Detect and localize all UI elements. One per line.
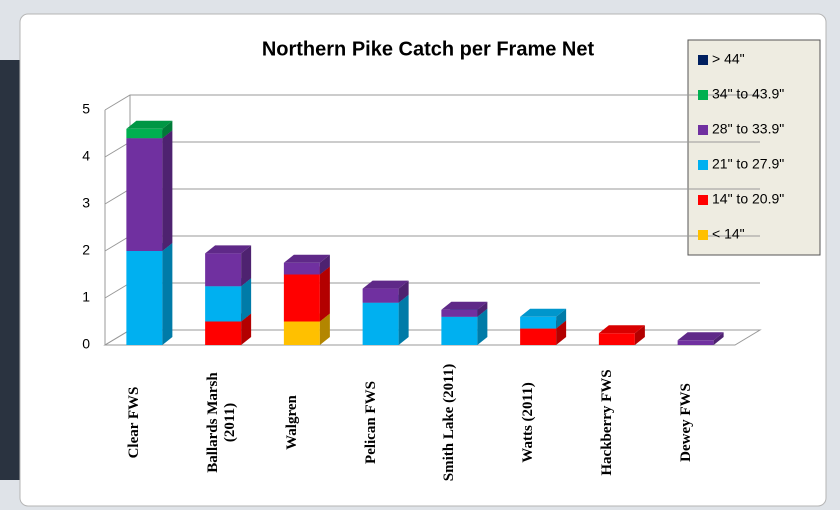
bar-segment <box>520 309 566 329</box>
x-tick-label: Dewey FWS <box>678 360 695 485</box>
bar-segment <box>363 281 409 303</box>
bar-front <box>205 286 241 321</box>
legend-label: 28" to 33.9" <box>712 121 784 137</box>
y-tick-label: 5 <box>82 101 90 117</box>
bar-front <box>284 322 320 346</box>
bar-front <box>363 303 399 345</box>
bar-segment <box>126 121 172 138</box>
page: Northern Pike Catch per Frame Net 0 1 2 3 4 5… <box>0 0 840 510</box>
y-tick-label: 2 <box>82 242 90 258</box>
legend-swatch <box>698 125 708 135</box>
bar-front <box>205 253 241 286</box>
y-tick-label: 0 <box>82 336 90 352</box>
bar-segment <box>284 255 330 275</box>
bar-front <box>599 333 635 345</box>
bar-front <box>126 251 162 345</box>
bar-front <box>363 289 399 303</box>
x-tick-label: Clear FWS <box>126 360 143 485</box>
bar-front <box>126 129 162 138</box>
x-tick-label: Ballards Marsh (2011) <box>205 360 239 485</box>
bar-front <box>284 263 320 275</box>
x-tick-label: Hackberry FWS <box>599 360 616 485</box>
legend-swatch <box>698 195 708 205</box>
bar-front <box>678 340 714 345</box>
x-tick-label: Smith Lake (2011) <box>441 360 458 485</box>
bar-front <box>126 138 162 251</box>
bar-front <box>205 322 241 346</box>
legend-label: > 44" <box>712 51 745 67</box>
legend-swatch <box>698 230 708 240</box>
background-strip <box>0 60 22 480</box>
bar-front <box>441 317 477 345</box>
bar-side <box>162 130 172 251</box>
bar-side <box>162 243 172 345</box>
bar-front <box>441 310 477 317</box>
bar-segment <box>599 325 645 345</box>
legend-swatch <box>698 55 708 65</box>
x-tick-label: Walgren <box>284 360 301 485</box>
legend-swatch <box>698 160 708 170</box>
legend-label: < 14" <box>712 226 745 242</box>
y-tick-label: 1 <box>82 289 90 305</box>
x-tick-label: Watts (2011) <box>520 360 537 485</box>
bar-front <box>284 275 320 322</box>
bar-front <box>520 317 556 329</box>
bar-segment <box>284 267 330 322</box>
x-tick-label: Pelican FWS <box>363 360 380 485</box>
legend-label: 14" to 20.9" <box>712 191 784 207</box>
legend-label: 21" to 27.9" <box>712 156 784 172</box>
bar-segment <box>126 243 172 345</box>
bar-segment <box>205 245 251 286</box>
y-tick-label: 4 <box>82 148 90 164</box>
bar-side <box>399 295 409 345</box>
bar-segment <box>126 130 172 251</box>
bar-front <box>520 329 556 345</box>
chart-title: Northern Pike Catch per Frame Net <box>262 38 595 60</box>
y-tick-label: 3 <box>82 195 90 211</box>
legend-swatch <box>698 90 708 100</box>
legend <box>688 40 820 255</box>
bar-side <box>320 267 330 322</box>
legend-label: 34" to 43.9" <box>712 86 784 102</box>
